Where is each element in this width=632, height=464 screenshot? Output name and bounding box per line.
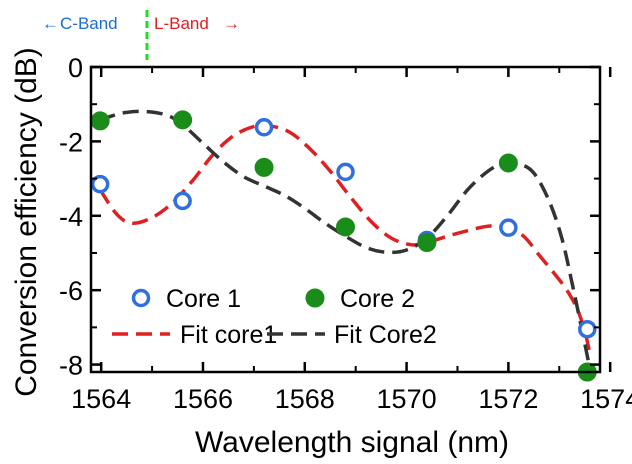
y-tick-label: -6 (59, 276, 83, 306)
core1-point (90, 174, 110, 194)
band-annotation: ← C-Band L-Band → (42, 10, 240, 60)
x-tick-label: 1574 (580, 384, 632, 414)
core2-point (336, 217, 355, 237)
legend-marker-1 (131, 288, 151, 308)
x-tick-label: 1572 (478, 384, 538, 414)
core1-point (336, 162, 355, 182)
x-tick-label: 1570 (377, 384, 437, 414)
x-tick-label: 1568 (275, 384, 335, 414)
core2-point (90, 111, 110, 131)
plot-area-frame (89, 65, 602, 374)
legend: Core 1 Core 2 Fit core1 Fit Core2 (112, 285, 437, 349)
core1-point (254, 118, 274, 137)
legend-label-3: Fit core1 (180, 321, 277, 349)
fit-line-series-2 (98, 123, 592, 354)
core2-point (254, 157, 274, 177)
core1-point (499, 218, 518, 237)
c-band-arrow-icon: ← (42, 14, 59, 33)
y-tick-label: 0 (68, 53, 83, 83)
legend-label-1: Core 1 (166, 285, 241, 313)
core1-point (578, 319, 597, 339)
data-points-layer (90, 110, 597, 382)
x-axis-label: Wavelength signal (nm) (195, 426, 509, 459)
legend-label-4: Fit Core2 (334, 321, 437, 349)
axis-ticks-layer (91, 65, 612, 372)
core2-point (417, 233, 437, 253)
legend-label-2: Core 2 (340, 285, 415, 313)
y-tick-label: -2 (59, 127, 83, 157)
x-tick-label: 1564 (71, 384, 131, 414)
tick-labels-layer: 1564 1566 1568 1570 1572 1574 0 -2 -4 -6 -8 (59, 53, 632, 414)
x-tick-label: 1566 (173, 384, 233, 414)
core1-point (173, 191, 192, 211)
core2-point (498, 153, 518, 173)
l-band-arrow-icon: → (223, 14, 240, 33)
core2-point (173, 110, 193, 130)
c-band-label: C-Band (60, 14, 118, 33)
legend-marker-2 (305, 288, 325, 308)
y-tick-label: -4 (59, 202, 83, 232)
y-tick-label: -8 (59, 351, 83, 381)
y-axis-label: Conversion efficiency (dB) (10, 47, 43, 397)
l-band-label: L-Band (154, 14, 209, 33)
